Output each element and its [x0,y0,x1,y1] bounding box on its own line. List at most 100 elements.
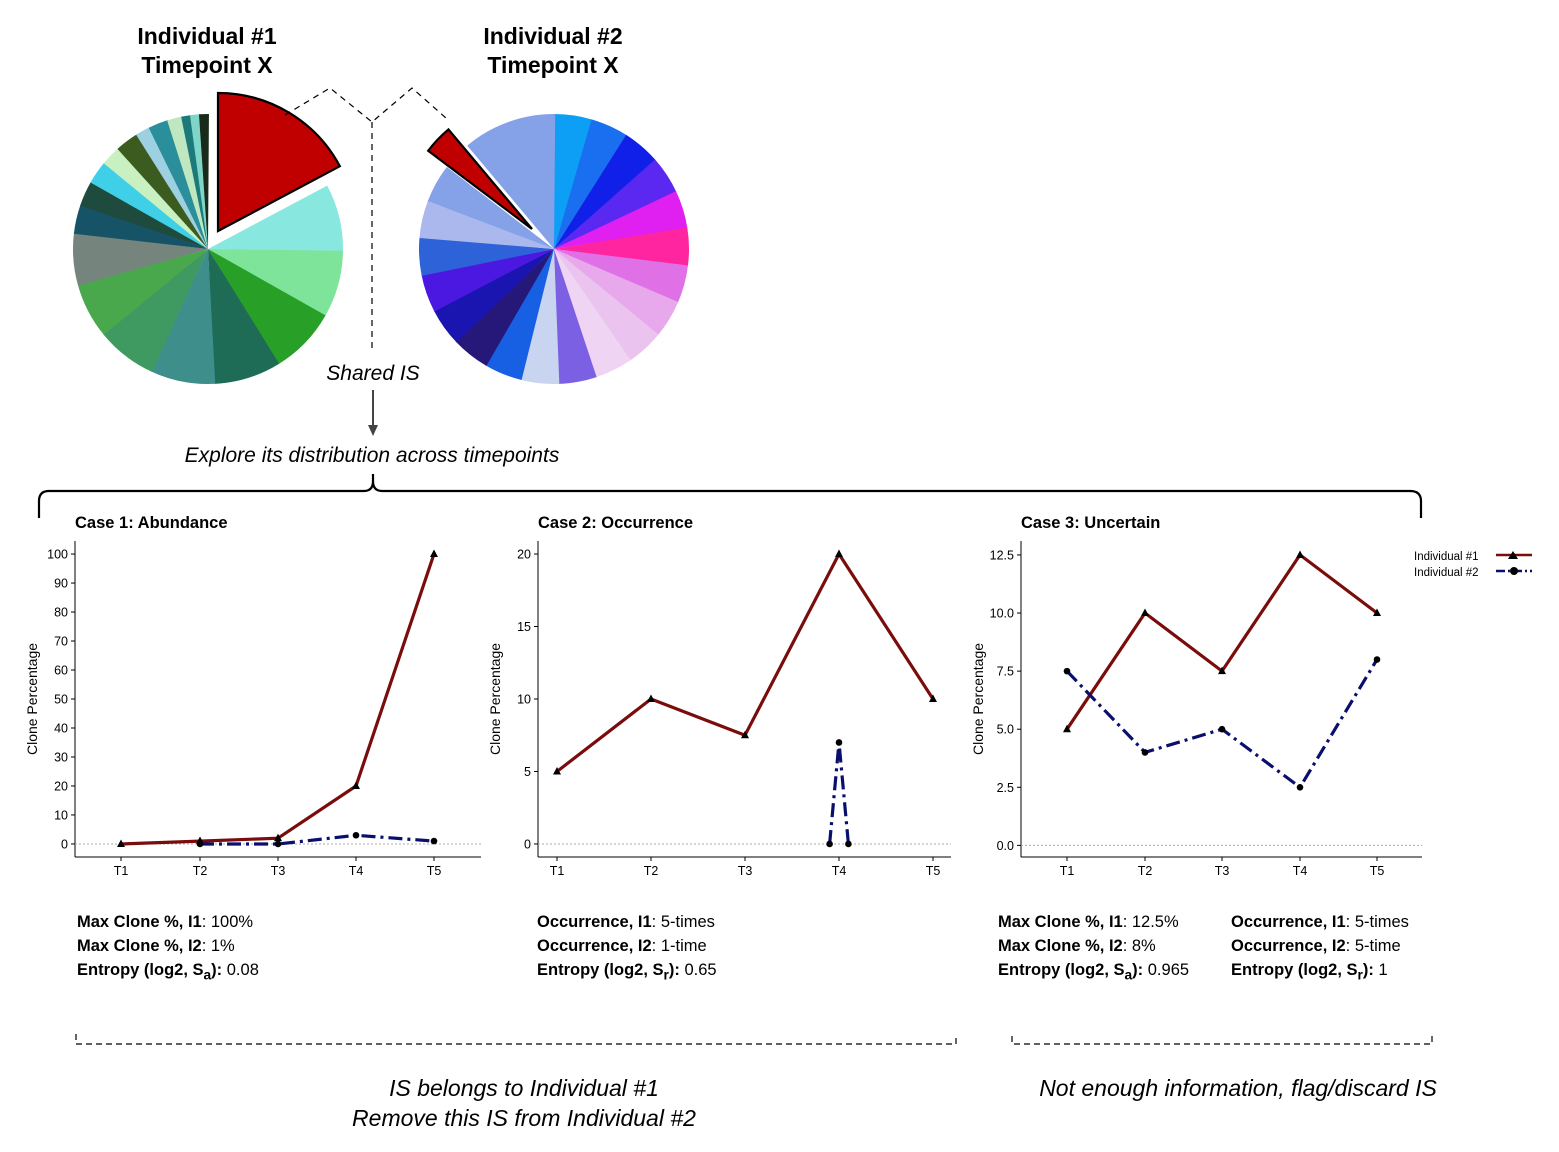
case3a-stat3-label: Entropy (log2, S [998,961,1125,979]
case1-stat1-value: : 100% [201,913,254,931]
x-tick-label: T3 [1215,864,1230,878]
case3a-stat2-value: : 8% [1122,937,1156,955]
data-point-individual-2 [1373,656,1381,663]
case1-stat3-label: Entropy (log2, S [77,961,204,979]
shared-is-connector [284,87,447,123]
pie1-slice [117,134,208,249]
data-point-individual-1 [1373,608,1381,617]
pie1-slice [103,148,208,249]
case1-stats: Max Clone %, I1: 100% Max Clone %, I2: 1… [77,910,259,987]
pie-individual-1 [73,91,343,384]
case3b-stat2-label: Occurrence, I2 [1231,937,1346,955]
series-line-individual-2 [828,740,850,845]
data-point-individual-1 [1218,666,1226,675]
data-point-individual-1 [835,549,843,558]
chart-title: Case 1: Abundance [75,514,228,532]
case3a-stat1-value: : 12.5% [1122,913,1179,931]
cases-bracket [37,474,1423,518]
data-point-individual-2 [1141,749,1149,756]
case2-stats: Occurrence, I1: 5-times Occurrence, I2: … [537,910,717,987]
legend-marker-ind1 [1508,551,1518,559]
case3b-stat3-value: 1 [1373,961,1388,979]
pie1-slice [190,114,208,250]
explore-label: Explore its distribution across timepoin… [185,444,560,467]
pie1-slice [73,232,208,286]
bracket-uncertain [1011,1036,1433,1045]
case3a-stat3-close: ): [1132,961,1144,979]
case1-stat3-value: 0.08 [222,961,259,979]
data-point-individual-1 [352,781,360,789]
y-tick-label: 20 [517,548,531,562]
pie1-slice [103,249,208,372]
pie2-slice [554,249,631,378]
down-arrow-head [368,425,378,436]
data-point-individual-2 [274,840,282,848]
case3b-stat1-label: Occurrence, I1 [1231,913,1346,931]
pie2-slice [520,249,560,384]
case3b-stat3-label: Entropy (log2, S [1231,961,1358,979]
pie2-slice [554,249,659,361]
data-point-individual-1 [1296,550,1304,558]
series-line-individual-1 [1065,553,1378,731]
pie-individual-2 [419,114,689,384]
y-tick-label: 10.0 [990,607,1014,621]
x-tick-label: T3 [271,864,286,878]
x-tick-label: T5 [926,864,941,878]
data-point-individual-1 [430,549,438,558]
conclusion-left-line1: IS belongs to Individual #1 [389,1075,659,1101]
ind2-title-line2: Timepoint X [487,52,619,78]
y-tick-label: 70 [54,635,68,649]
chart-case-3: Case 3: Uncertain 0.0 2.5 5.0 7.5 10.0 12.5 T1 T… [970,514,1422,878]
pie1-slice [208,185,343,252]
data-point-individual-1 [1063,724,1071,733]
x-tick-label: T1 [550,864,565,878]
case2-stat3-label: Entropy (log2, S [537,961,664,979]
data-point-individual-1 [1141,608,1149,617]
x-tick-label: T5 [427,864,442,878]
data-point-individual-1 [274,833,282,842]
case1-stat1-label: Max Clone %, I1 [77,913,202,931]
pie2-slice [554,119,627,249]
case3b-stat1-value: : 5-times [1345,913,1409,931]
case2-stat3-close: ): [668,961,680,979]
case2-stat1-value: : 5-times [651,913,715,931]
conclusion-right: Not enough information, flag/discard IS [1039,1075,1437,1101]
y-tick-label: 60 [54,664,68,678]
pie1-slice [181,115,208,249]
case1-stat3-close: ): [211,961,223,979]
y-tick-label: 40 [54,721,68,735]
y-axis-label: Clone Percentage [970,643,986,755]
y-tick-label: 7.5 [997,665,1014,679]
pie2-slice [554,191,688,249]
y-tick-label: 10 [517,693,531,707]
pie1-slice [73,204,209,249]
conclusion-left-line2: Remove this IS from Individual #2 [352,1105,696,1131]
y-tick-label: 0.0 [997,839,1014,853]
case2-stat3-sub: r [663,967,669,983]
pie2-slice [554,159,677,249]
pie2-slice [419,237,554,276]
pie2-slice [554,249,689,303]
case3-stats-occurrence: Occurrence, I1: 5-times Occurrence, I2: … [1231,910,1409,987]
pie1-slice [167,116,208,250]
shared-is-label: Shared IS [326,362,419,385]
y-axis-label: Clone Percentage [487,643,503,755]
pie2-slice [554,249,597,384]
series-line-individual-2 [200,833,435,846]
pie1-slice [208,249,326,365]
x-tick-label: T4 [349,864,364,878]
pie1-slice [80,181,208,249]
case3a-stat3-sub: a [1124,967,1133,983]
y-tick-label: 12.5 [990,548,1014,562]
y-tick-label: 0 [524,837,531,851]
y-tick-label: 30 [54,750,68,764]
series-line-individual-1 [120,553,436,846]
y-tick-label: 20 [54,779,68,793]
pie2-slice [554,134,656,249]
x-tick-label: T2 [193,864,208,878]
case3a-stat1-label: Max Clone %, I1 [998,913,1123,931]
pie2-slice [455,249,554,366]
pie1-slice [208,249,280,384]
pie1-slice [208,249,343,317]
case3-stats-abundance: Max Clone %, I1: 12.5% Max Clone %, I2: … [998,910,1189,987]
